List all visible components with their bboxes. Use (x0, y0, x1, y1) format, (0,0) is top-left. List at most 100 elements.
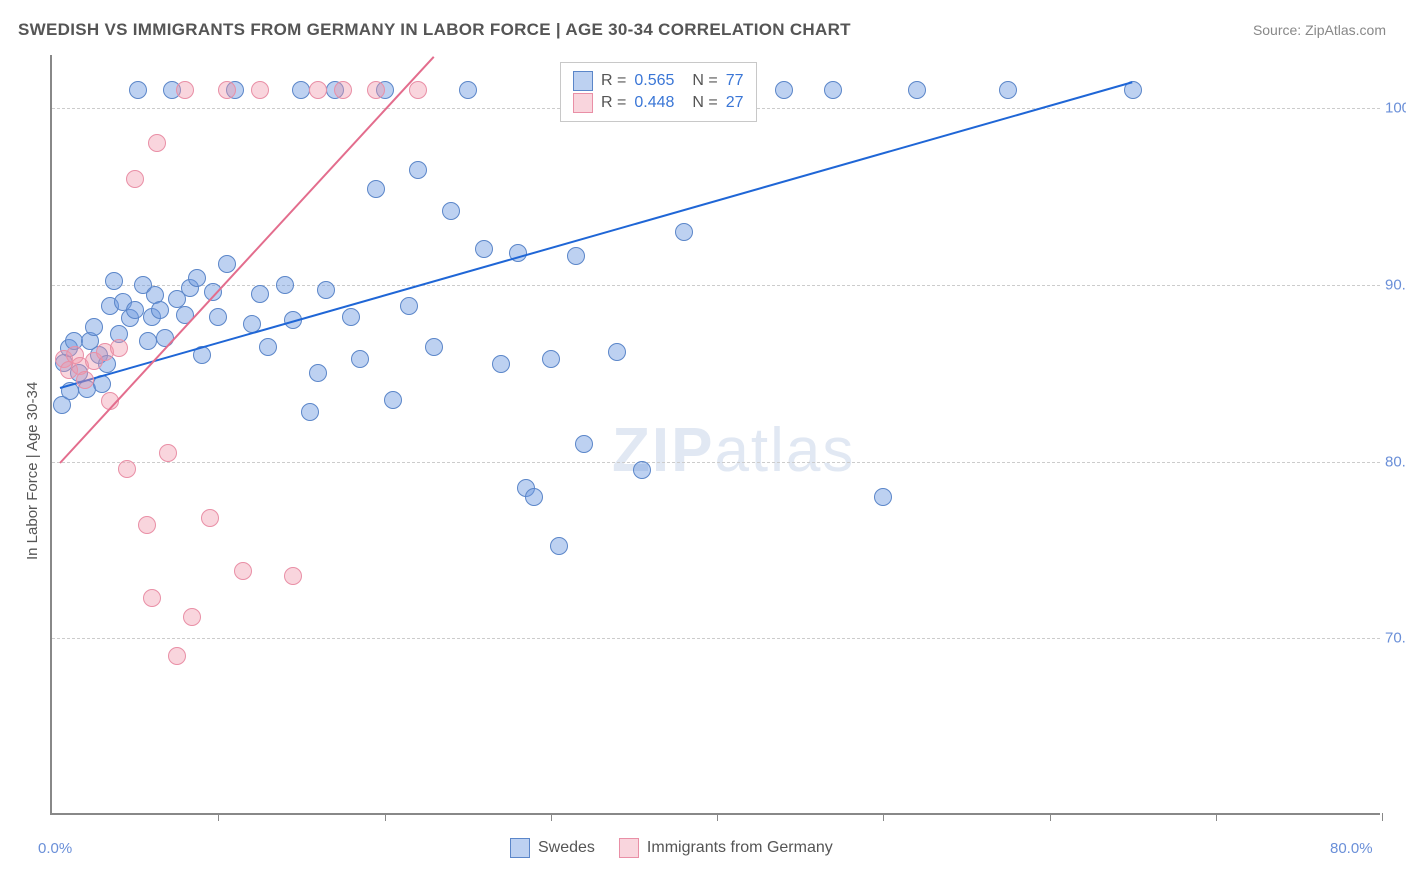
data-point (138, 516, 156, 534)
data-point (442, 202, 460, 220)
data-point (251, 285, 269, 303)
data-point (425, 338, 443, 356)
data-point (183, 608, 201, 626)
data-point (148, 134, 166, 152)
data-point (209, 308, 227, 326)
y-tick-label: 70.0% (1385, 630, 1406, 647)
legend-row: R = 0.565N = 77 (573, 71, 744, 91)
data-point (317, 281, 335, 299)
legend-label: Swedes (538, 839, 595, 857)
data-point (492, 355, 510, 373)
y-tick-label: 100.0% (1385, 100, 1406, 117)
data-point (409, 81, 427, 99)
data-point (188, 269, 206, 287)
data-point (367, 180, 385, 198)
data-point (309, 81, 327, 99)
legend-r-label: R = (601, 72, 626, 90)
data-point (351, 350, 369, 368)
data-point (608, 343, 626, 361)
data-point (367, 81, 385, 99)
data-point (176, 81, 194, 99)
chart-title: SWEDISH VS IMMIGRANTS FROM GERMANY IN LA… (18, 20, 851, 40)
x-tick (1382, 813, 1383, 821)
data-point (204, 283, 222, 301)
x-tick (385, 813, 386, 821)
chart-source: Source: ZipAtlas.com (1253, 22, 1386, 38)
x-axis-min-label: 0.0% (38, 840, 72, 857)
x-axis-max-label: 80.0% (1330, 840, 1373, 857)
data-point (874, 488, 892, 506)
data-point (567, 247, 585, 265)
legend-item: Immigrants from Germany (619, 838, 833, 858)
watermark-light: atlas (714, 416, 855, 485)
gridline (52, 462, 1380, 463)
data-point (76, 371, 94, 389)
x-tick (883, 813, 884, 821)
data-point (110, 339, 128, 357)
data-point (143, 589, 161, 607)
legend-swatch (510, 838, 530, 858)
x-tick (218, 813, 219, 821)
data-point (542, 350, 560, 368)
data-point (633, 461, 651, 479)
data-point (259, 338, 277, 356)
legend-n-value: 27 (726, 94, 744, 112)
legend-n-value: 77 (726, 72, 744, 90)
data-point (384, 391, 402, 409)
y-tick-label: 90.0% (1385, 276, 1406, 293)
data-point (156, 329, 174, 347)
legend-label: Immigrants from Germany (647, 839, 833, 857)
x-tick (1050, 813, 1051, 821)
correlation-chart: SWEDISH VS IMMIGRANTS FROM GERMANY IN LA… (0, 0, 1406, 892)
data-point (459, 81, 477, 99)
data-point (824, 81, 842, 99)
gridline (52, 285, 1380, 286)
data-point (475, 240, 493, 258)
x-tick (1216, 813, 1217, 821)
data-point (675, 223, 693, 241)
data-point (999, 81, 1017, 99)
series-legend: Swedes Immigrants from Germany (510, 838, 833, 858)
data-point (159, 444, 177, 462)
data-point (409, 161, 427, 179)
gridline (52, 638, 1380, 639)
data-point (139, 332, 157, 350)
data-point (309, 364, 327, 382)
legend-row: R = 0.448N = 27 (573, 93, 744, 113)
data-point (251, 81, 269, 99)
legend-swatch (573, 71, 593, 91)
data-point (126, 301, 144, 319)
data-point (276, 276, 294, 294)
data-point (234, 562, 252, 580)
legend-n-label: N = (692, 94, 717, 112)
x-tick (551, 813, 552, 821)
data-point (85, 318, 103, 336)
data-point (575, 435, 593, 453)
data-point (105, 272, 123, 290)
data-point (129, 81, 147, 99)
data-point (292, 81, 310, 99)
data-point (218, 81, 236, 99)
data-point (126, 170, 144, 188)
trend-line (60, 55, 436, 463)
data-point (168, 647, 186, 665)
correlation-legend: R = 0.565N = 77R = 0.448 N = 27 (560, 62, 757, 122)
legend-n-label: N = (692, 72, 717, 90)
legend-item: Swedes (510, 838, 595, 858)
legend-swatch (619, 838, 639, 858)
data-point (775, 81, 793, 99)
watermark-bold: ZIP (612, 416, 714, 485)
data-point (218, 255, 236, 273)
data-point (301, 403, 319, 421)
data-point (908, 81, 926, 99)
legend-r-value: 0.448 (634, 94, 674, 112)
data-point (334, 81, 352, 99)
y-tick-label: 80.0% (1385, 453, 1406, 470)
plot-area: ZIPatlas 70.0%80.0%90.0%100.0% (50, 55, 1380, 815)
data-point (550, 537, 568, 555)
legend-swatch (573, 93, 593, 113)
data-point (151, 301, 169, 319)
data-point (118, 460, 136, 478)
data-point (400, 297, 418, 315)
trend-line (60, 82, 1133, 390)
